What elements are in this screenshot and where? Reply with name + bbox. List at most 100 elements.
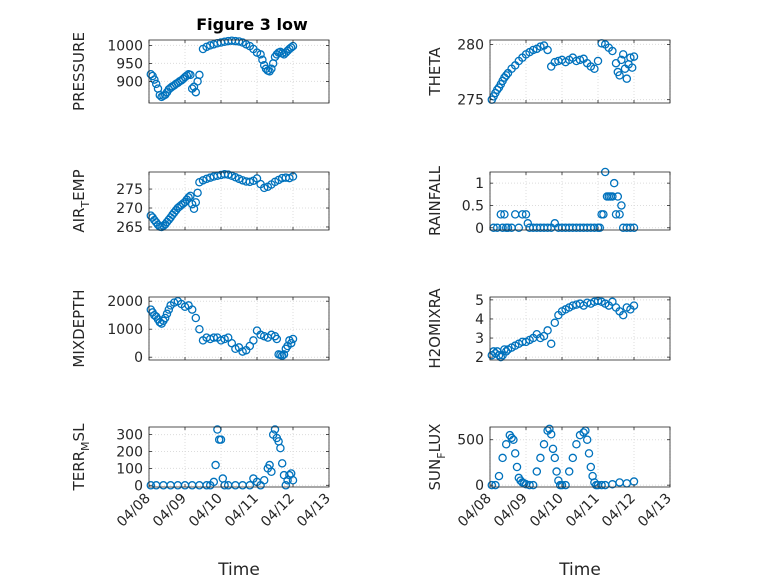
axes-box <box>489 296 671 361</box>
y-tick-label: 500 <box>457 433 484 449</box>
axes-box <box>489 39 671 104</box>
data-point <box>492 223 502 233</box>
x-tick-label: 04/09 <box>491 491 531 531</box>
data-point <box>550 318 560 328</box>
data-point <box>277 49 287 58</box>
data-point <box>277 351 287 361</box>
y-tick-label: 0 <box>134 478 143 494</box>
data-point <box>283 475 292 485</box>
subplot-6: 2 3 4 5 H2OMIXRA <box>426 288 671 369</box>
x-axis-label: Time <box>217 560 260 580</box>
data-point <box>539 440 549 449</box>
x-tick-label: 04/10 <box>527 491 567 531</box>
data-point <box>579 428 588 437</box>
y-tick-label: 5 <box>475 293 484 309</box>
data-point <box>281 481 291 490</box>
data-point <box>510 449 520 458</box>
y-tick-label: 950 <box>116 56 143 72</box>
data-point <box>496 352 506 362</box>
x-axis-label: Time <box>558 560 601 580</box>
data-point <box>202 174 211 184</box>
y-tick-label: 1000 <box>107 38 143 54</box>
data-point <box>286 43 296 52</box>
data-point <box>160 313 170 323</box>
axes-box <box>489 171 671 231</box>
data-point <box>216 435 226 444</box>
data-point <box>568 453 578 463</box>
y-tick-label: 0 <box>134 350 143 366</box>
data-point <box>543 45 552 55</box>
data-point <box>546 339 556 349</box>
data-point <box>622 74 632 83</box>
data-point <box>521 210 531 219</box>
data-point <box>572 440 581 449</box>
y-tick-label: 0.5 <box>462 198 484 214</box>
data-point <box>151 79 161 89</box>
data-point <box>593 56 603 66</box>
data-point <box>191 198 201 207</box>
y-axis-label: THETA <box>426 47 444 97</box>
data-point <box>512 462 522 472</box>
data-point <box>543 326 552 335</box>
data-point <box>498 223 507 233</box>
data-point <box>193 188 202 198</box>
data-point <box>546 430 556 439</box>
data-point <box>617 55 626 65</box>
data-point <box>487 480 497 490</box>
y-axis-label: RAINFALL <box>426 165 444 236</box>
axes-box <box>148 39 330 104</box>
y-axis-label: PRESSURE <box>70 32 88 111</box>
data-point <box>613 192 623 201</box>
data-point <box>615 71 624 80</box>
x-tick-label: 04/13 <box>294 491 334 531</box>
data-point <box>528 480 538 490</box>
data-point <box>164 305 174 314</box>
data-point <box>501 71 511 80</box>
data-point <box>595 223 605 233</box>
y-axis-label: SUNFLUX <box>426 424 448 491</box>
y-tick-label: 0 <box>475 221 484 237</box>
data-point <box>267 467 276 477</box>
y-axis-label: TERRMSL <box>70 423 92 492</box>
data-point <box>259 475 269 485</box>
x-tick-label: 04/11 <box>222 491 262 531</box>
data-point <box>545 424 554 434</box>
y-tick-label: 1 <box>475 176 484 192</box>
data-point <box>279 350 289 359</box>
x-tick-label: 04/08 <box>114 491 154 531</box>
data-point <box>629 52 639 61</box>
data-point <box>265 67 274 76</box>
data-point <box>162 309 172 319</box>
data-point <box>501 440 511 449</box>
axes-box <box>148 296 330 361</box>
data-point <box>523 219 533 228</box>
y-tick-label: 3 <box>475 331 484 347</box>
data-point <box>276 443 285 453</box>
data-point <box>259 183 269 193</box>
subplot-5: 0 1000 2000 MIXDEPTH <box>70 289 330 368</box>
data-point <box>552 467 561 476</box>
y-tick-label: 100 <box>116 461 143 477</box>
x-tick-label: 04/10 <box>186 491 226 531</box>
data-point <box>599 210 608 219</box>
x-tick-label: 04/08 <box>455 491 495 531</box>
y-tick-label: 2 <box>475 350 484 366</box>
data-point <box>514 223 524 233</box>
data-point <box>234 37 244 46</box>
data-point <box>496 210 506 219</box>
subplot-2: 275 280 THETA <box>426 37 671 109</box>
y-tick-label: 275 <box>457 93 484 109</box>
data-point <box>590 64 599 73</box>
x-tick-label: 04/09 <box>150 491 190 531</box>
y-tick-label: 0 <box>475 478 484 494</box>
data-point <box>245 177 255 187</box>
data-point <box>629 223 639 233</box>
y-tick-label: 200 <box>116 445 143 461</box>
y-tick-label: 280 <box>457 37 484 53</box>
data-point <box>270 425 280 434</box>
data-point <box>202 481 211 490</box>
data-point <box>615 210 624 219</box>
data-point <box>191 87 201 97</box>
